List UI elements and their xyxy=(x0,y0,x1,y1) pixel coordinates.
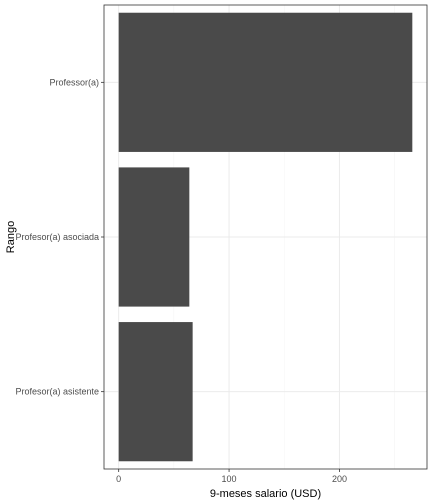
x-axis: 0 100 200 xyxy=(116,469,347,484)
bars xyxy=(118,12,413,462)
x-tick-label: 0 xyxy=(116,474,121,484)
x-tick-label: 100 xyxy=(222,474,237,484)
y-tick-label: Professor(a) xyxy=(49,77,99,87)
bar xyxy=(118,322,193,462)
y-axis-title: Rango xyxy=(5,221,17,253)
bar xyxy=(118,167,190,307)
y-axis: Professor(a) Profesor(a) asociada Profesor… xyxy=(15,77,104,397)
x-axis-title: 9-meses salario (USD) xyxy=(210,488,321,500)
y-tick-label: Profesor(a) asociada xyxy=(15,232,99,242)
x-tick-label: 200 xyxy=(332,474,347,484)
y-tick-label: Profesor(a) asistente xyxy=(15,387,99,397)
bar xyxy=(118,12,413,152)
